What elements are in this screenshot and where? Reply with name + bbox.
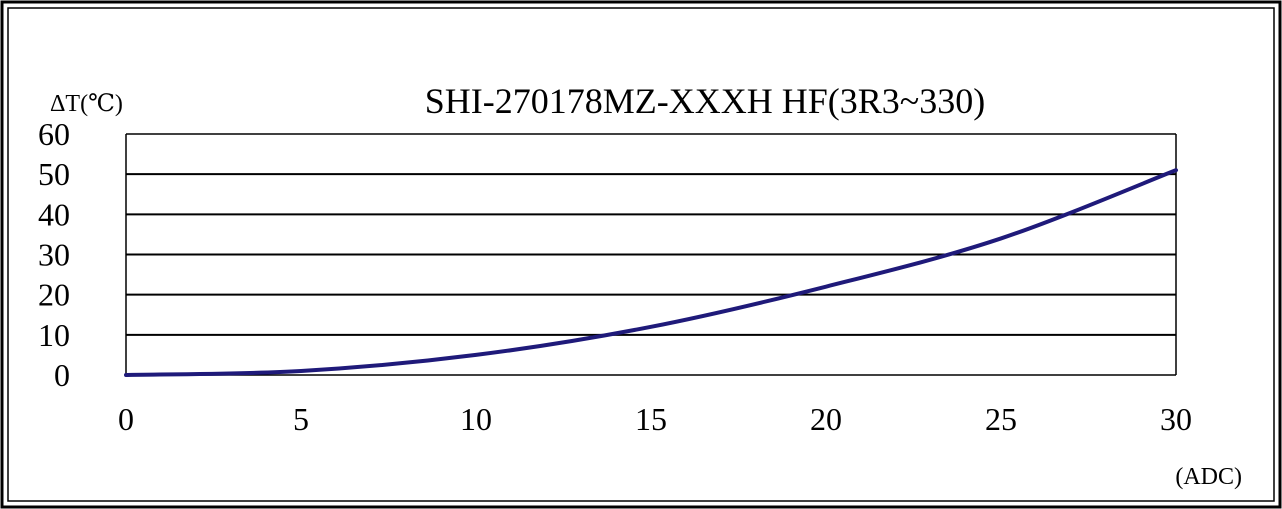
- y-tick-label-50: 50: [38, 156, 70, 192]
- x-tick-label-25: 25: [985, 401, 1017, 437]
- x-tick-label-10: 10: [460, 401, 492, 437]
- x-tick-label-0: 0: [118, 401, 134, 437]
- y-tick-label-40: 40: [38, 196, 70, 232]
- inner-frame: [7, 7, 1275, 502]
- y-tick-labels: 0 10 20 30 40 50 60: [38, 116, 70, 393]
- x-axis-label: (ADC): [1175, 464, 1242, 490]
- x-tick-labels: 0 5 10 15 20 25 30: [118, 401, 1192, 437]
- chart-title: SHI-270178MZ-XXXH HF(3R3~330): [425, 81, 985, 121]
- plot-area-frame: [125, 133, 1177, 376]
- y-tick-label-0: 0: [54, 357, 70, 393]
- x-tick-label-30: 30: [1160, 401, 1192, 437]
- x-tick-label-5: 5: [293, 401, 309, 437]
- x-tick-label-20: 20: [810, 401, 842, 437]
- series-layer: [124, 168, 1178, 377]
- y-tick-label-60: 60: [38, 116, 70, 152]
- y-tick-label-10: 10: [38, 317, 70, 353]
- grid-lines: [126, 173, 1176, 336]
- y-tick-label-20: 20: [38, 277, 70, 313]
- y-tick-label-30: 30: [38, 237, 70, 273]
- y-axis-label: ΔT(℃): [50, 91, 123, 117]
- x-tick-label-15: 15: [635, 401, 667, 437]
